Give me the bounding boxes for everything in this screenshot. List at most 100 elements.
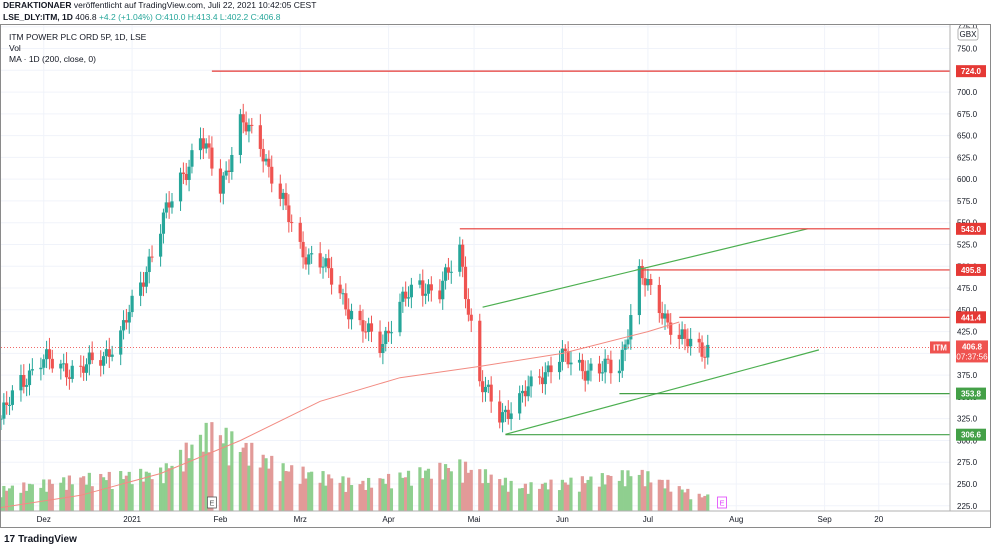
volume-bar bbox=[321, 471, 325, 511]
volume-bar bbox=[87, 472, 91, 511]
trendline[interactable] bbox=[482, 228, 808, 308]
candle-body bbox=[469, 314, 473, 321]
candle-body bbox=[79, 365, 83, 367]
volume-bar bbox=[104, 480, 109, 511]
volume-bar bbox=[566, 484, 570, 511]
candle-body bbox=[5, 402, 9, 406]
volume-bar bbox=[378, 478, 382, 511]
volume-bar bbox=[677, 486, 681, 511]
candle-body bbox=[424, 293, 428, 296]
volume-bar bbox=[64, 489, 69, 511]
volume-bar bbox=[144, 471, 148, 511]
candle-body bbox=[141, 282, 146, 287]
candle-body bbox=[677, 334, 681, 340]
volume-bar bbox=[30, 484, 34, 511]
volume-bar bbox=[646, 471, 650, 511]
volume-bar bbox=[84, 484, 89, 511]
level-price-tag bbox=[956, 387, 986, 400]
last-price: 406.8 bbox=[75, 12, 97, 22]
candle-body bbox=[167, 202, 171, 208]
earnings-marker[interactable] bbox=[206, 496, 217, 509]
candle-body bbox=[358, 310, 362, 321]
volume-bar bbox=[438, 462, 442, 511]
volume-bar bbox=[141, 481, 146, 511]
price-chart[interactable]: Dez 2021 Feb Mrz Apr Mai Jun Jul Aug Sep 20 225.0 25… bbox=[0, 23, 990, 527]
volume-bar bbox=[324, 485, 328, 511]
symbol-tag-label: ITM bbox=[933, 343, 947, 352]
candle-body bbox=[540, 377, 545, 385]
candle-body bbox=[64, 363, 69, 378]
candle-body bbox=[643, 278, 647, 286]
candle-body bbox=[244, 122, 248, 132]
candle-body bbox=[369, 323, 374, 332]
candle-body bbox=[310, 253, 314, 255]
y-tick-label: 450.0 bbox=[957, 306, 978, 315]
chart-frame[interactable]: Dez 2021 Feb Mrz Apr Mai Jun Jul Aug Sep 20 225.0 25… bbox=[0, 23, 991, 528]
volume-bar bbox=[218, 435, 223, 511]
volume-bar bbox=[150, 479, 154, 511]
trendline[interactable] bbox=[505, 349, 820, 435]
earnings-marker-label: E bbox=[720, 499, 725, 508]
candle-body bbox=[184, 173, 188, 180]
volume-bar bbox=[637, 474, 641, 511]
candle-body bbox=[466, 299, 470, 315]
candle-body bbox=[207, 143, 211, 148]
candle-body bbox=[386, 330, 391, 334]
earnings-marker[interactable] bbox=[717, 496, 727, 509]
volume-bar bbox=[25, 490, 29, 511]
volume-bar bbox=[284, 471, 288, 511]
candle-body bbox=[609, 359, 613, 374]
candle-body bbox=[59, 363, 63, 369]
candle-body bbox=[589, 363, 593, 371]
volume-bar bbox=[404, 477, 408, 511]
volume-bar bbox=[258, 467, 262, 511]
y-tick-label: 675.0 bbox=[957, 110, 978, 119]
volume-bar bbox=[2, 485, 6, 511]
candle-body bbox=[406, 297, 411, 299]
tradingview-logo[interactable]: 17 TradingView bbox=[4, 534, 77, 545]
volume-bar bbox=[221, 443, 225, 511]
y-tick-label: 700.0 bbox=[957, 88, 978, 97]
candle-body bbox=[201, 138, 205, 149]
volume-bar bbox=[82, 476, 86, 511]
volume-bar bbox=[560, 479, 565, 511]
volume-bar bbox=[697, 493, 701, 511]
candle-body bbox=[640, 265, 644, 279]
volume-bar bbox=[529, 482, 533, 511]
volume-bar bbox=[207, 452, 211, 511]
publish-info: DERAKTIONAER veröffentlicht auf TradingV… bbox=[0, 0, 1000, 11]
volume-bar bbox=[686, 488, 690, 511]
x-tick-label: Jun bbox=[556, 515, 569, 524]
volume-bar bbox=[130, 484, 134, 511]
x-tick-label: Apr bbox=[382, 515, 395, 524]
candle-body bbox=[10, 390, 14, 405]
candle-body bbox=[523, 390, 527, 397]
x-tick-label: Dez bbox=[37, 515, 51, 524]
volume-bar bbox=[298, 483, 302, 511]
level-price-tag bbox=[956, 311, 986, 324]
volume-bar bbox=[47, 479, 52, 511]
candle-body bbox=[443, 267, 448, 281]
candle-body bbox=[284, 192, 288, 206]
candle-body bbox=[39, 367, 43, 370]
x-tick-label: 2021 bbox=[123, 515, 141, 524]
volume-bar bbox=[538, 488, 542, 511]
symbol-tag bbox=[930, 341, 950, 354]
x-tick-label: 20 bbox=[874, 515, 883, 524]
volume-bar bbox=[526, 493, 530, 511]
volume-bar bbox=[358, 484, 362, 511]
volume-bar bbox=[421, 478, 425, 511]
candle-body bbox=[67, 377, 71, 379]
volume-bar bbox=[230, 431, 234, 511]
candle-body bbox=[557, 361, 562, 373]
candle-body bbox=[27, 370, 32, 386]
candle-body bbox=[258, 125, 262, 149]
candle-body bbox=[267, 158, 271, 167]
publish-text: veröffentlicht auf TradingView.com, Juli… bbox=[73, 0, 317, 10]
y-tick-label: 625.0 bbox=[957, 153, 978, 162]
candle-body bbox=[381, 344, 385, 353]
volume-bar bbox=[19, 492, 23, 511]
legend-vol: Vol bbox=[9, 43, 21, 53]
candle-body bbox=[110, 354, 114, 357]
candle-body bbox=[287, 205, 291, 223]
